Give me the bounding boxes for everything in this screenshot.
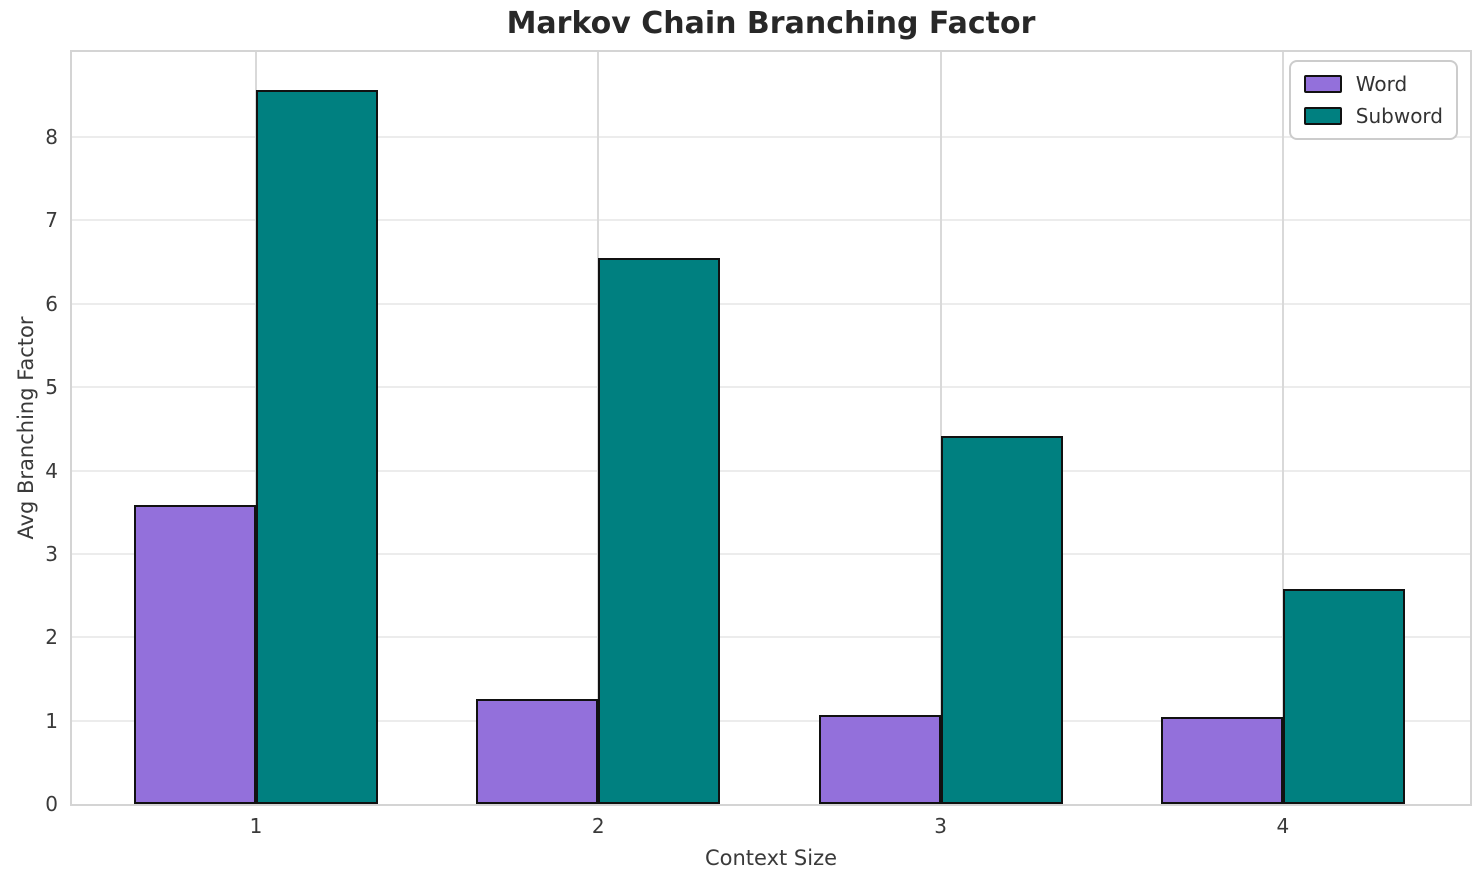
- gridline-horizontal: [72, 636, 1470, 639]
- x-axis-label: Context Size: [704, 846, 838, 870]
- y-tick-label: 2: [45, 625, 58, 650]
- y-tick-label: 1: [45, 708, 58, 733]
- y-tick-label: 8: [45, 125, 58, 150]
- bar-subword-context-1: [256, 90, 378, 804]
- y-tick-label: 0: [45, 792, 58, 816]
- x-tick-label: 1: [249, 814, 263, 838]
- plot-area: [70, 50, 1472, 806]
- word-color-swatch: [1303, 75, 1342, 93]
- legend-item-subword: Subword: [1303, 104, 1443, 128]
- gridline-horizontal: [72, 719, 1470, 722]
- gridline-horizontal: [72, 469, 1470, 472]
- chart-title: Markov Chain Branching Factor: [506, 6, 1036, 41]
- y-tick-label: 5: [45, 375, 58, 400]
- gridline-horizontal: [72, 302, 1470, 305]
- bar-subword-context-4: [1282, 588, 1405, 804]
- gridline-horizontal: [72, 552, 1470, 555]
- gridline-horizontal: [72, 219, 1470, 222]
- x-tick-label: 2: [591, 814, 605, 838]
- legend: Word Subword: [1288, 60, 1458, 140]
- legend-label: Subword: [1355, 104, 1443, 128]
- y-tick-label: 6: [45, 291, 58, 316]
- bar-subword-context-2: [598, 257, 721, 804]
- y-axis-label: Avg Branching Factor: [14, 316, 38, 540]
- bar-word-context-1: [134, 504, 256, 804]
- gridline-vertical: [939, 52, 942, 804]
- gridline-horizontal: [72, 136, 1470, 139]
- y-tick-label: 4: [45, 458, 58, 483]
- legend-item-word: Word: [1303, 72, 1443, 96]
- bar-word-context-2: [476, 698, 599, 804]
- bar-subword-context-3: [940, 436, 1063, 804]
- y-tick-label: 3: [45, 541, 58, 566]
- gridline-vertical: [1281, 52, 1284, 804]
- legend-label: Word: [1355, 72, 1408, 96]
- y-tick-label: 7: [45, 208, 58, 233]
- x-tick-label: 3: [934, 814, 947, 838]
- bar-word-context-3: [818, 714, 941, 804]
- x-tick-label: 4: [1276, 814, 1290, 838]
- bar-word-context-4: [1160, 717, 1283, 804]
- gridline-horizontal: [72, 386, 1470, 389]
- subword-color-swatch: [1303, 107, 1342, 125]
